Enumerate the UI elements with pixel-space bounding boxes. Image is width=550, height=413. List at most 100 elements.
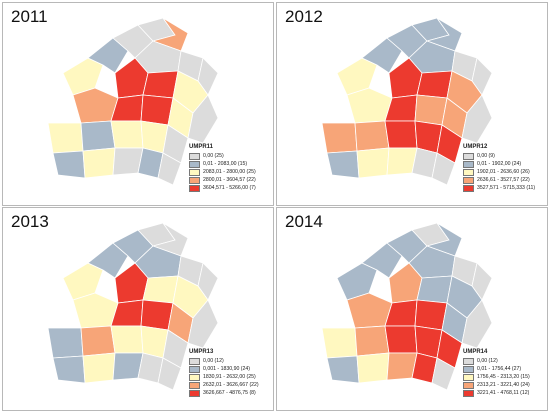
legend-label: 2800,01 - 3604,57 (22) bbox=[203, 177, 256, 183]
map-region bbox=[52, 150, 86, 179]
map-region bbox=[416, 275, 453, 304]
map-legend: UMPR11 0,00 (25) 0,01 - 2083,00 (15) 208… bbox=[189, 143, 273, 192]
map-region bbox=[384, 120, 418, 149]
map-region bbox=[110, 325, 144, 354]
map-region bbox=[72, 87, 119, 124]
legend-item-class-4: 3527,571 - 5715,333 (11) bbox=[463, 184, 547, 192]
legend-label: 0,00 (12) bbox=[477, 358, 498, 364]
legend-item-class-4: 3626,667 - 4876,75 (8) bbox=[189, 389, 273, 397]
map-region bbox=[62, 57, 104, 96]
legend-label: 1902,01 - 2636,60 (26) bbox=[477, 169, 530, 175]
map-region bbox=[416, 70, 453, 99]
panel-year-label: 2011 bbox=[11, 7, 48, 26]
map-region bbox=[326, 150, 360, 179]
panel-year-label: 2014 bbox=[285, 212, 323, 231]
legend-swatch bbox=[463, 184, 474, 192]
legend-swatch bbox=[463, 373, 474, 381]
map-region bbox=[461, 299, 493, 349]
map-region bbox=[157, 152, 182, 186]
legend-item-class-1: 0,01 - 1902,00 (24) bbox=[463, 160, 547, 168]
legend-item-class-1: 0,01 - 1756,44 (27) bbox=[463, 365, 547, 373]
map-region bbox=[354, 120, 390, 152]
legend-item-class-3: 2800,01 - 3604,57 (22) bbox=[189, 176, 273, 184]
legend-label: 2632,01 - 3626,667 (22) bbox=[203, 382, 259, 388]
map-region bbox=[361, 242, 403, 279]
map-region bbox=[336, 262, 378, 301]
legend-swatch bbox=[189, 357, 200, 365]
legend-label: 2313,21 - 3221,40 (24) bbox=[477, 382, 530, 388]
map-region bbox=[461, 94, 493, 144]
legend-item-class-4: 3604,571 - 5266,00 (7) bbox=[189, 184, 273, 192]
legend-swatch bbox=[463, 357, 474, 365]
map-region bbox=[62, 262, 104, 301]
legend-label: 1830,91 - 2632,00 (25) bbox=[203, 374, 256, 380]
legend-title: UMPR14 bbox=[463, 349, 488, 355]
map-region bbox=[346, 292, 393, 329]
legend-title: UMPR13 bbox=[189, 349, 214, 355]
legend-label: 3604,571 - 5266,00 (7) bbox=[203, 185, 256, 191]
map-region bbox=[187, 299, 219, 349]
legend-item-class-2: 2083,01 - 2800,00 (25) bbox=[189, 168, 273, 176]
legend-swatch bbox=[189, 389, 200, 397]
map-region bbox=[414, 299, 448, 331]
map-region bbox=[82, 352, 116, 384]
map-region bbox=[142, 70, 179, 99]
map-region bbox=[142, 275, 179, 304]
map-region bbox=[356, 352, 390, 384]
legend-swatch bbox=[189, 176, 200, 184]
map-region bbox=[80, 120, 116, 152]
panel-year-label: 2013 bbox=[11, 212, 49, 231]
map-region bbox=[157, 357, 182, 391]
choropleth-map bbox=[47, 222, 219, 391]
legend-item-class-0: 0,00 (25) bbox=[189, 152, 273, 160]
map-panel-2013: 2013 UMPR13 0,00 (12) 0,001 - 1830,90 (2… bbox=[2, 207, 274, 411]
map-region bbox=[52, 355, 86, 384]
legend-label: 0,01 - 1902,00 (24) bbox=[477, 161, 522, 167]
legend-label: 3626,667 - 4876,75 (8) bbox=[203, 390, 256, 396]
map-legend: UMPR13 0,00 (12) 0,001 - 1830,90 (24) 18… bbox=[189, 348, 273, 397]
map-panel-2011: 2011 UMPR11 0,00 (25) 0,01 - 2083,00 (15… bbox=[2, 2, 274, 206]
map-region bbox=[384, 325, 418, 354]
choropleth-map bbox=[47, 17, 219, 186]
legend-item-class-3: 2636,61 - 3527,57 (22) bbox=[463, 176, 547, 184]
legend-swatch bbox=[189, 160, 200, 168]
map-region bbox=[321, 122, 358, 154]
legend-swatch bbox=[463, 176, 474, 184]
map-region bbox=[336, 57, 378, 96]
legend-label: 0,01 - 2083,00 (15) bbox=[203, 161, 248, 167]
legend-item-class-1: 0,01 - 2083,00 (15) bbox=[189, 160, 273, 168]
map-region bbox=[346, 87, 393, 124]
map-region bbox=[354, 325, 390, 357]
legend-label: 0,00 (9) bbox=[477, 153, 495, 159]
legend-label: 0,00 (25) bbox=[203, 153, 224, 159]
map-region bbox=[140, 299, 174, 331]
map-panel-2014: 2014 UMPR14 0,00 (12) 0,01 - 1756,44 (27… bbox=[276, 207, 548, 411]
legend-item-class-0: 0,00 (12) bbox=[189, 357, 273, 365]
map-region bbox=[82, 147, 116, 179]
legend-item-class-1: 0,001 - 1830,90 (24) bbox=[189, 365, 273, 373]
legend-swatch bbox=[189, 381, 200, 389]
map-region bbox=[47, 327, 84, 359]
map-region bbox=[321, 327, 358, 359]
map-region bbox=[72, 292, 119, 329]
legend-label: 3527,571 - 5715,333 (11) bbox=[477, 185, 536, 191]
legend-swatch bbox=[189, 365, 200, 373]
legend-swatch bbox=[189, 184, 200, 192]
map-region bbox=[431, 152, 456, 186]
map-region bbox=[87, 242, 129, 279]
legend-item-class-2: 1902,01 - 2636,60 (26) bbox=[463, 168, 547, 176]
legend-label: 2636,61 - 3527,57 (22) bbox=[477, 177, 530, 183]
map-region bbox=[47, 122, 84, 154]
legend-item-class-0: 0,00 (9) bbox=[463, 152, 547, 160]
choropleth-map bbox=[321, 222, 493, 391]
map-region bbox=[326, 355, 360, 384]
legend-swatch bbox=[463, 168, 474, 176]
map-region bbox=[414, 94, 448, 126]
legend-item-class-0: 0,00 (12) bbox=[463, 357, 547, 365]
legend-title: UMPR12 bbox=[463, 144, 488, 150]
legend-label: 0,01 - 1756,44 (27) bbox=[477, 366, 522, 372]
legend-swatch bbox=[189, 152, 200, 160]
legend-item-class-3: 2632,01 - 3626,667 (22) bbox=[189, 381, 273, 389]
legend-item-class-4: 3221,41 - 4768,11 (12) bbox=[463, 389, 547, 397]
legend-label: 1756,45 - 2313,20 (15) bbox=[477, 374, 530, 380]
